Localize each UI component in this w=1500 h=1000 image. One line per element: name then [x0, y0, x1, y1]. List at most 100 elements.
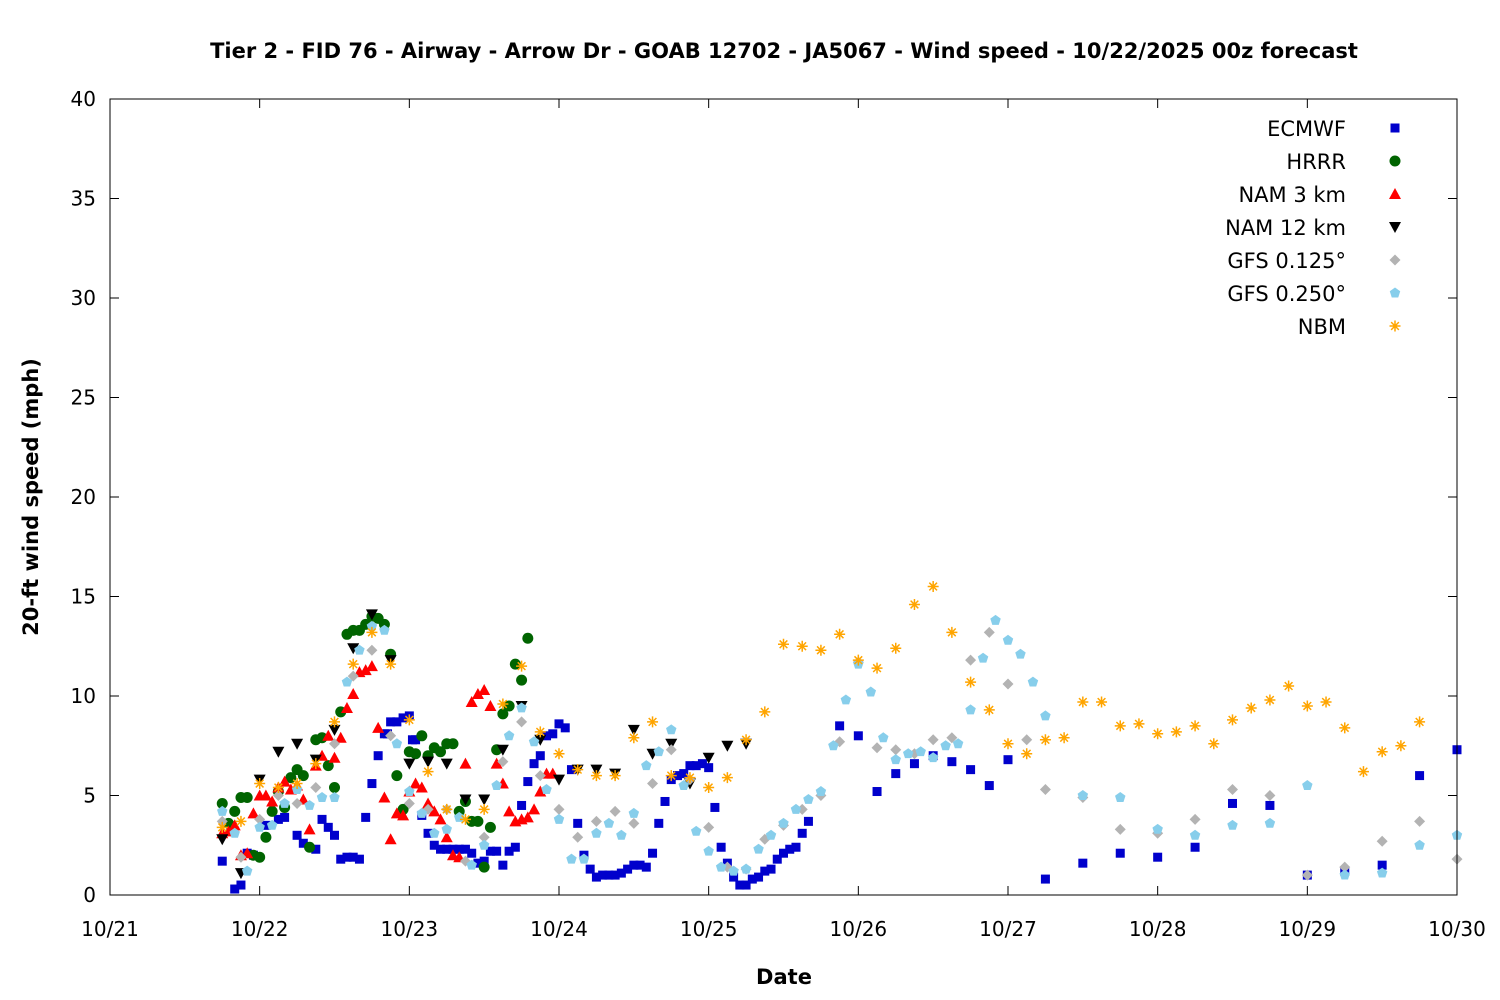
nbm-point	[1320, 696, 1332, 708]
gfs-0-250-point	[828, 740, 839, 751]
nbm-point	[1227, 714, 1238, 726]
nbm-point	[1002, 738, 1014, 750]
gfs-0-250-point	[329, 791, 340, 802]
gfs-0-250-point	[1152, 823, 1163, 834]
hrrr-point	[229, 805, 241, 817]
ecmwf-point	[554, 719, 564, 729]
ecmwf-point	[716, 842, 726, 852]
gfs-0-125-point	[1002, 678, 1014, 690]
data-points	[216, 581, 1463, 894]
gfs-0-250-point	[229, 827, 240, 838]
gfs-0-250-point	[641, 760, 652, 771]
ecmwf-point	[261, 820, 271, 830]
nbm-point	[1058, 732, 1070, 744]
x-tick-label: 10/23	[381, 917, 439, 941]
ecmwf-point	[629, 860, 639, 870]
legend-marker-nam-3-km	[1389, 188, 1401, 199]
nbm-point	[291, 778, 303, 790]
legend: ECMWF HRRR NAM 3 km NAM 12 km GFS 0.125° GFS …	[1225, 117, 1401, 339]
y-tick-label: 0	[83, 883, 96, 907]
hrrr-point	[254, 851, 266, 863]
nbm-point	[1283, 680, 1295, 692]
nam-12-km-point	[702, 752, 715, 764]
hrrr-point	[509, 658, 521, 670]
ecmwf-point	[298, 838, 308, 848]
nam-12-km-point	[496, 744, 509, 756]
gfs-0-250-point	[341, 676, 353, 687]
legend-marker-gfs-0-250	[1389, 287, 1401, 298]
gfs-0-250-point	[516, 702, 527, 713]
ecmwf-point	[485, 846, 495, 856]
ecmwf-point	[672, 771, 682, 781]
gfs-0-250-point	[940, 740, 951, 751]
gfs-0-250-point	[1077, 790, 1089, 800]
nam-3-km-point	[228, 819, 241, 831]
nbm-point	[647, 716, 659, 728]
nam-3-km-point	[422, 797, 435, 809]
nbm-point	[796, 640, 808, 652]
nbm-point	[1208, 738, 1220, 750]
ecmwf-point	[323, 822, 333, 832]
ecmwf-point	[542, 731, 552, 741]
gfs-0-250-point	[1040, 710, 1051, 721]
nbm-point	[497, 698, 509, 710]
ecmwf-point	[361, 812, 371, 822]
ecmwf-point	[354, 854, 364, 864]
legend-label-gfs-0-250: GFS 0.250°	[1227, 282, 1346, 306]
gfs-0-250-point	[628, 807, 640, 818]
ecmwf-point	[517, 800, 527, 810]
nam-3-km-point	[359, 664, 372, 676]
gfs-0-250-point	[391, 738, 403, 749]
ecmwf-point	[523, 777, 533, 787]
gfs-0-125-point	[647, 778, 659, 790]
gfs-0-250-point	[503, 730, 515, 741]
nam-3-km-point	[428, 805, 441, 817]
nbm-point	[721, 772, 733, 784]
nbm-point	[1114, 720, 1126, 732]
nam-3-km-point	[440, 831, 453, 843]
ecmwf-point	[479, 856, 489, 866]
x-tick-label: 10/22	[231, 917, 289, 941]
nbm-point	[1189, 720, 1201, 732]
x-tick-label: 10/21	[81, 917, 139, 941]
gfs-0-250-point	[441, 823, 452, 834]
ecmwf-point	[591, 872, 601, 882]
ecmwf-point	[1153, 852, 1163, 862]
gfs-0-125-point	[890, 744, 902, 756]
ecmwf-point	[411, 735, 421, 745]
legend-label-ecmwf: ECMWF	[1267, 117, 1346, 141]
nbm-point	[1395, 740, 1407, 752]
y-tick-label: 10	[71, 684, 96, 708]
gfs-0-125-point	[1021, 734, 1033, 746]
ecmwf-point	[348, 852, 358, 862]
ecmwf-point	[1078, 858, 1088, 868]
nam-3-km-point	[365, 660, 378, 672]
x-tick-label: 10/26	[830, 917, 888, 941]
gfs-0-125-point	[1114, 823, 1126, 835]
ecmwf-point	[872, 787, 882, 797]
gfs-0-250-point	[952, 738, 964, 749]
ecmwf-point	[623, 864, 633, 874]
nbm-point	[478, 803, 490, 815]
nbm-point	[1414, 716, 1426, 728]
gfs-0-125-point	[534, 770, 546, 782]
ecmwf-point	[654, 818, 664, 828]
ecmwf-point	[1040, 874, 1050, 884]
gfs-0-250-point	[728, 865, 739, 876]
gfs-0-250-point	[690, 825, 702, 836]
nam-12-km-point	[272, 746, 285, 758]
ecmwf-point	[311, 844, 321, 854]
nbm-point	[516, 660, 528, 672]
ecmwf-point	[909, 759, 919, 769]
nbm-point	[946, 626, 958, 638]
gfs-0-250-point	[478, 839, 490, 850]
gfs-0-250-point	[379, 624, 390, 635]
nbm-point	[254, 778, 266, 790]
ecmwf-point	[1265, 800, 1275, 810]
gfs-0-250-point	[1264, 817, 1276, 828]
ecmwf-point	[342, 852, 352, 862]
legend-label-nam-12-km: NAM 12 km	[1225, 216, 1346, 240]
nbm-point	[347, 658, 359, 670]
